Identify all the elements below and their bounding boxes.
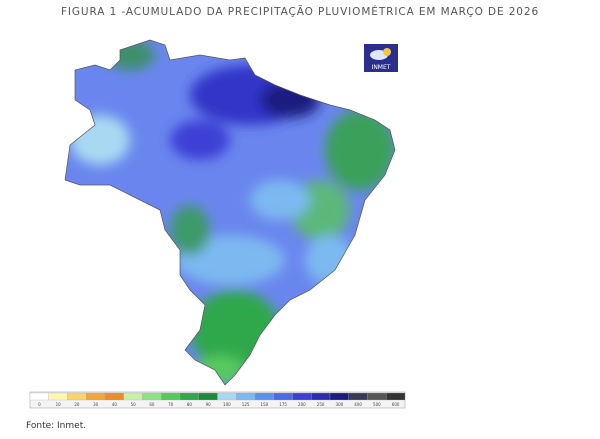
legend-label: 10 (56, 402, 62, 407)
legend-label: 60 (149, 402, 155, 407)
legend-swatch (198, 392, 218, 401)
legend-label: 70 (168, 402, 174, 407)
legend-label: 30 (93, 402, 99, 407)
legend-swatch (86, 392, 106, 401)
legend-swatch (142, 392, 162, 401)
legend-swatch (254, 392, 274, 401)
legend-swatch (217, 392, 237, 401)
legend-label: 150 (261, 402, 269, 407)
legend-swatch (48, 392, 68, 401)
legend-label: 400 (354, 402, 362, 407)
legend-swatch (104, 392, 124, 401)
legend-swatch (67, 392, 87, 401)
legend-label: 80 (187, 402, 193, 407)
legend-label: 600 (392, 402, 400, 407)
legend-label: 125 (242, 402, 250, 407)
legend-label: 40 (112, 402, 118, 407)
legend-swatch (179, 392, 199, 401)
legend-label: 175 (279, 402, 287, 407)
legend-swatch (161, 392, 181, 401)
legend-label: 500 (373, 402, 381, 407)
legend-label: 250 (317, 402, 325, 407)
figure-title: FIGURA 1 -ACUMULADO DA PRECIPITAÇÃO PLUV… (60, 6, 540, 18)
legend-label: 90 (206, 402, 212, 407)
legend-swatch (236, 392, 256, 401)
legend-swatch (348, 392, 368, 401)
legend-label: 100 (223, 402, 231, 407)
legend-swatch (273, 392, 293, 401)
precipitation-field (65, 40, 395, 385)
legend-swatch (311, 392, 331, 401)
logo: INMET (364, 44, 398, 72)
legend: 0 10 20 30 40 50 60 70 80 90 100 125 150 175 200 250 300… (29, 391, 406, 409)
logo-icon (370, 48, 391, 60)
legend-swatch (386, 392, 406, 401)
legend-swatch (367, 392, 387, 401)
legend-label: 200 (298, 402, 306, 407)
logo-text: INMET (371, 64, 391, 71)
source-note: Fonte: Inmet. (26, 421, 87, 431)
legend-swatch (329, 392, 349, 401)
legend-label: 300 (336, 402, 344, 407)
legend-label: 20 (74, 402, 80, 407)
legend-swatch (123, 392, 143, 401)
legend-label: 50 (131, 402, 137, 407)
legend-swatch (29, 392, 49, 401)
legend-label: 0 (38, 402, 41, 407)
legend-swatch (292, 392, 312, 401)
